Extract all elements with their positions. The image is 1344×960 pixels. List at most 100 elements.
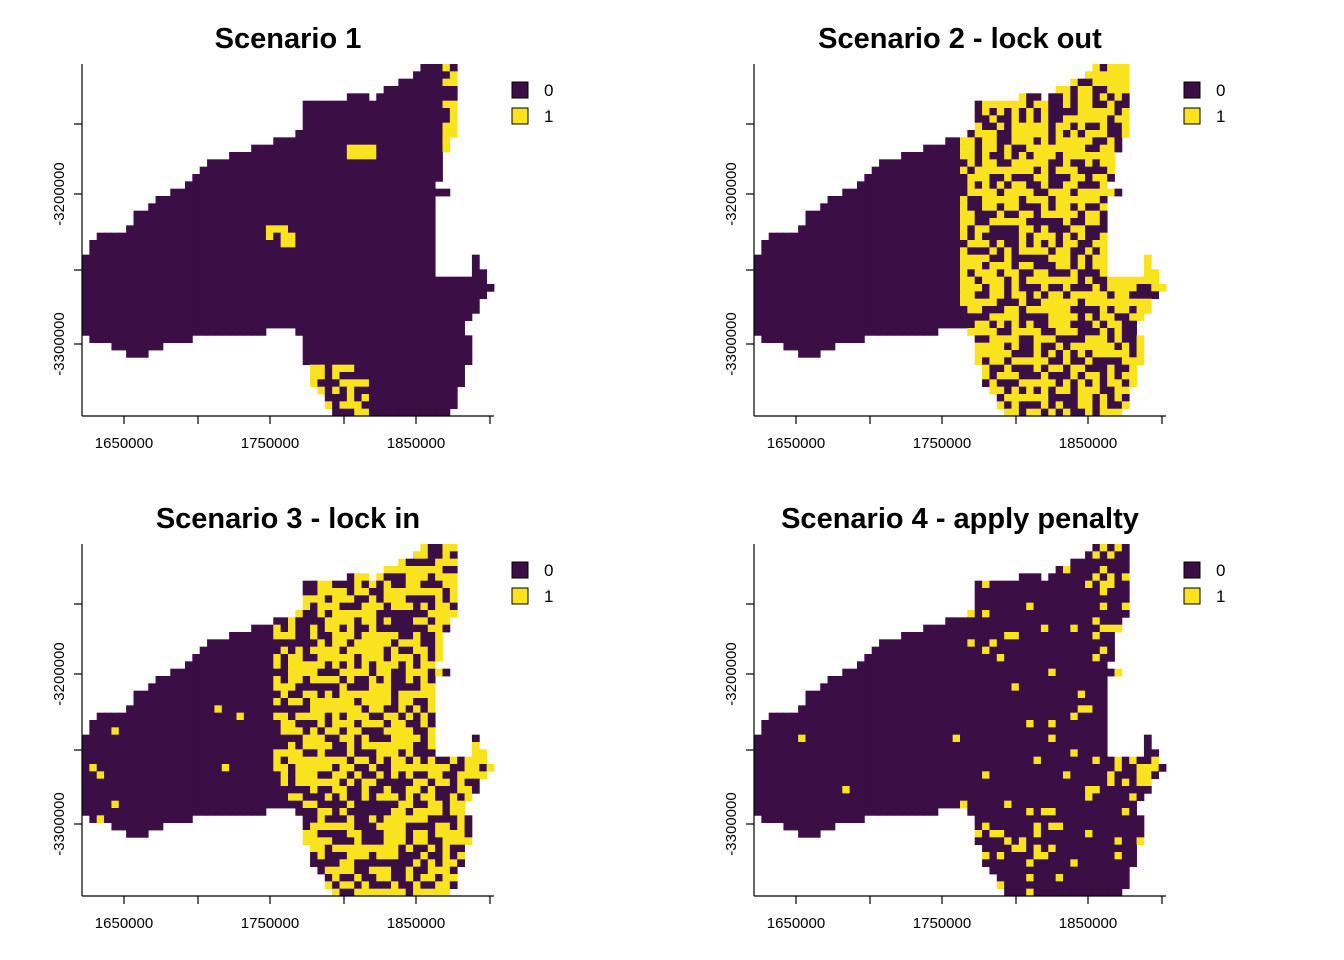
raster-cell xyxy=(1143,284,1152,292)
y-tick-label: -3300000 xyxy=(723,312,740,375)
raster-cell xyxy=(339,152,348,160)
raster-cell xyxy=(908,328,917,336)
raster-cell xyxy=(140,786,149,794)
raster-cell xyxy=(427,698,436,706)
raster-cell xyxy=(989,188,998,197)
raster-cell xyxy=(1070,100,1079,109)
raster-cell xyxy=(273,240,282,248)
raster-cell xyxy=(1092,379,1101,388)
raster-cell xyxy=(783,320,792,329)
raster-cell xyxy=(405,386,414,395)
raster-cell xyxy=(111,778,120,787)
raster-cell xyxy=(427,401,436,410)
raster-cell xyxy=(1048,152,1057,160)
raster-cell xyxy=(405,698,414,706)
raster-cell xyxy=(1077,203,1086,212)
raster-cell xyxy=(177,247,186,256)
raster-cell xyxy=(413,122,421,131)
raster-cell xyxy=(346,661,355,670)
raster-cell xyxy=(82,778,90,787)
raster-cell xyxy=(1055,188,1064,197)
raster-cell xyxy=(1070,115,1079,124)
raster-cell xyxy=(398,654,407,662)
raster-cell xyxy=(1085,108,1093,116)
raster-cell xyxy=(354,291,362,300)
raster-cell xyxy=(310,698,318,706)
raster-cell xyxy=(317,247,326,256)
raster-cell xyxy=(1018,181,1027,190)
raster-cell xyxy=(324,210,333,219)
raster-cell xyxy=(302,115,311,124)
raster-cell xyxy=(376,808,385,816)
raster-cell xyxy=(273,247,282,256)
raster-cell xyxy=(864,262,873,270)
raster-cell xyxy=(361,742,370,750)
raster-cell xyxy=(229,654,237,662)
raster-cell xyxy=(761,254,770,263)
raster-cell xyxy=(1099,130,1108,138)
raster-cell xyxy=(273,144,282,153)
raster-cell xyxy=(310,291,318,300)
raster-cell xyxy=(251,298,259,307)
raster-cell xyxy=(457,284,465,292)
raster-cell xyxy=(937,291,946,300)
raster-cell xyxy=(332,654,340,662)
raster-cell xyxy=(1040,632,1049,640)
raster-cell xyxy=(967,196,976,204)
raster-cell xyxy=(332,705,340,714)
raster-cell xyxy=(265,786,274,794)
raster-cell xyxy=(879,174,887,182)
raster-cell xyxy=(310,844,318,853)
raster-cell xyxy=(324,313,333,322)
raster-cell xyxy=(1026,115,1034,124)
raster-cell xyxy=(302,210,311,219)
raster-cell xyxy=(952,617,961,626)
raster-cell xyxy=(776,306,784,314)
raster-cell xyxy=(111,764,120,772)
raster-cell xyxy=(258,624,267,633)
raster-cell xyxy=(295,624,304,633)
raster-cell xyxy=(368,639,377,648)
raster-cell xyxy=(1092,364,1101,373)
raster-cell xyxy=(1033,632,1042,640)
raster-cell xyxy=(834,335,843,344)
raster-cell xyxy=(354,93,362,102)
raster-cell xyxy=(118,793,127,802)
raster-cell xyxy=(229,203,237,212)
raster-cell xyxy=(302,152,311,160)
raster-cell xyxy=(420,661,429,670)
raster-cell xyxy=(398,188,407,197)
raster-cell xyxy=(871,240,880,248)
raster-cell xyxy=(413,734,421,743)
raster-cell xyxy=(1018,632,1027,640)
raster-cell xyxy=(185,225,193,234)
raster-cell xyxy=(273,705,282,714)
raster-cell xyxy=(413,115,421,124)
raster-cell xyxy=(405,712,414,721)
raster-cell xyxy=(427,159,436,168)
raster-cell xyxy=(827,306,836,314)
raster-cell xyxy=(1018,108,1027,116)
raster-cell xyxy=(221,320,230,329)
raster-cell xyxy=(295,698,304,706)
raster-cell xyxy=(1033,115,1042,124)
raster-cell xyxy=(982,115,990,124)
raster-cell xyxy=(148,335,156,344)
raster-cell xyxy=(1070,624,1079,633)
raster-cell xyxy=(960,203,968,212)
raster-cell xyxy=(1077,342,1086,351)
raster-cell xyxy=(295,756,304,765)
raster-cell xyxy=(148,218,156,226)
raster-cell xyxy=(383,232,392,241)
raster-cell xyxy=(442,786,451,794)
raster-cell xyxy=(1011,580,1020,589)
raster-cell xyxy=(133,298,142,307)
raster-cell xyxy=(923,313,931,322)
raster-cell xyxy=(798,247,806,256)
raster-cell xyxy=(413,291,421,300)
raster-cell xyxy=(398,668,407,677)
raster-cell xyxy=(199,306,208,314)
raster-cell xyxy=(413,203,421,212)
raster-cell xyxy=(405,771,414,780)
raster-cell xyxy=(199,661,208,670)
